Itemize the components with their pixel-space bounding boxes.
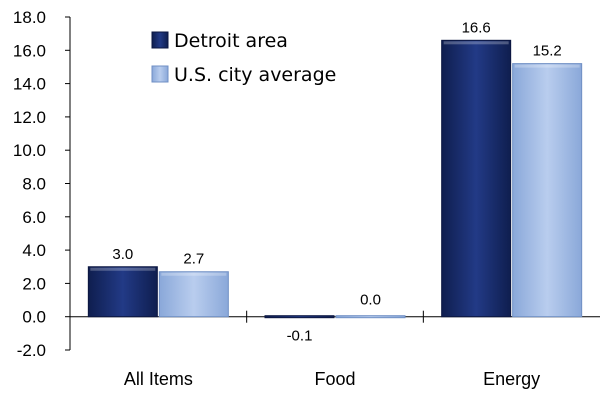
data-label: 2.7: [183, 251, 204, 268]
y-tick-label: 10.0: [13, 141, 46, 160]
x-category-label: Energy: [483, 369, 540, 389]
bar-bevel: [514, 64, 580, 68]
y-tick-label: 2.0: [22, 274, 46, 293]
bar-us-city-average: [158, 271, 229, 318]
legend-swatch-us-city-average: [151, 65, 169, 83]
bar-us-city-average: [335, 315, 406, 319]
data-label: 15.2: [533, 43, 562, 60]
y-tick-label: 6.0: [22, 208, 46, 227]
data-label: 3.0: [112, 246, 133, 263]
bar-bevel: [443, 41, 509, 45]
data-label: 16.6: [462, 19, 491, 36]
y-tick-label: 8.0: [22, 175, 46, 194]
y-tick-label: 4.0: [22, 241, 46, 260]
bar-bevel: [90, 267, 156, 271]
x-category-label: All Items: [124, 369, 193, 389]
y-tick-label: 18.0: [13, 8, 46, 27]
x-category-label: Food: [314, 369, 355, 389]
y-tick-label: 16.0: [13, 41, 46, 60]
legend-label: U.S. city average: [174, 64, 336, 86]
bar-detroit-area: [264, 315, 335, 319]
legend-label: Detroit area: [174, 30, 288, 52]
y-tick-label: 0.0: [22, 308, 46, 327]
bar-us-city-average: [512, 63, 583, 318]
bar-detroit-area: [441, 39, 512, 318]
data-label: 0.0: [360, 292, 381, 309]
bar-detroit-area: [87, 266, 158, 318]
y-tick-label: -2.0: [17, 341, 46, 360]
y-tick-label: 14.0: [13, 75, 46, 94]
y-tick-label: 12.0: [13, 108, 46, 127]
bar-bevel: [161, 272, 227, 276]
legend-swatch-detroit-area: [151, 31, 169, 49]
data-label: -0.1: [287, 327, 313, 344]
